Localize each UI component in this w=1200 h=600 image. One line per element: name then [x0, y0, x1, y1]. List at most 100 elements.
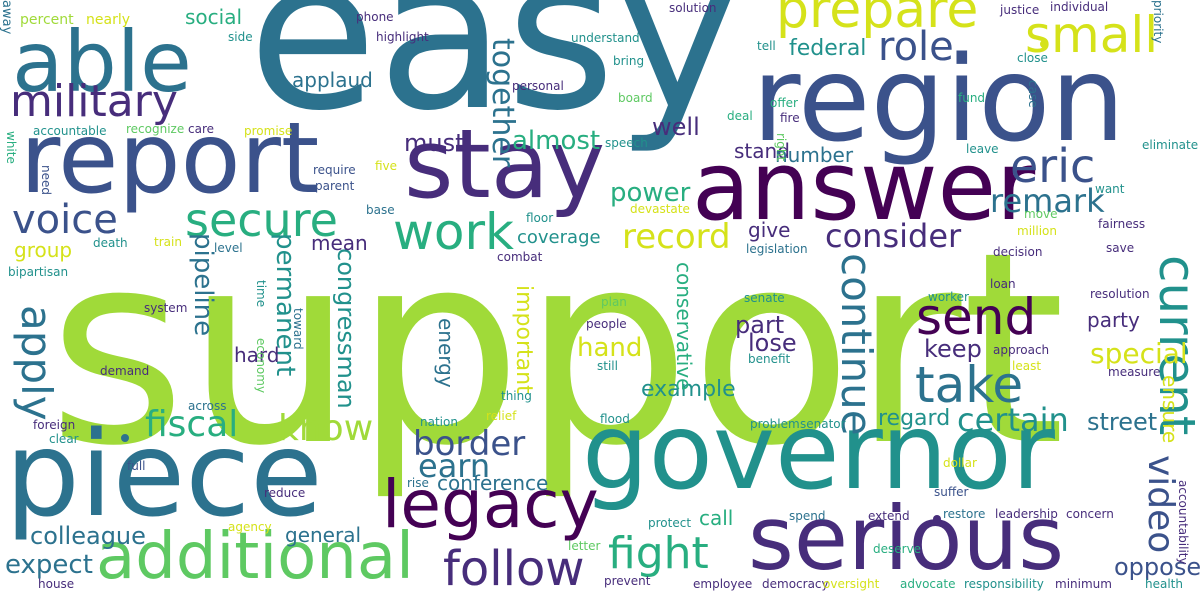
word-minimum: minimum	[1055, 577, 1112, 591]
word-secure: secure	[185, 193, 338, 247]
word-fiscal: fiscal	[145, 404, 239, 445]
word-consider: consider	[825, 217, 962, 255]
word-worker: worker	[928, 290, 969, 304]
word-nearly: nearly	[86, 12, 130, 28]
word-eric: eric	[1010, 139, 1096, 193]
word-piece: piece	[5, 405, 323, 543]
word-pipeline: pipeline	[188, 233, 218, 337]
word-send: send	[916, 288, 1037, 346]
word-speech: speech	[605, 136, 648, 150]
word-need: need	[39, 165, 53, 195]
word-thing: thing	[501, 389, 532, 403]
word-side: side	[228, 30, 253, 44]
word-white: white	[4, 131, 18, 164]
word-floor: floor	[526, 211, 554, 225]
word-senator: senator	[800, 417, 846, 431]
word-bring: bring	[613, 54, 645, 68]
word-want: want	[1095, 182, 1125, 196]
word-nation: nation	[420, 415, 458, 429]
word-together: together	[485, 38, 520, 168]
word-fight: fight	[608, 528, 709, 579]
word-demand: demand	[100, 364, 150, 378]
word-deserve: deserve	[873, 542, 922, 556]
word-full: full	[127, 459, 146, 473]
word-spend: spend	[789, 509, 826, 523]
word-leadership: leadership	[995, 507, 1058, 521]
word-relief: relief	[486, 409, 517, 423]
word-expect: expect	[5, 550, 93, 580]
word-record: record	[622, 217, 731, 257]
word-eliminate: eliminate	[1142, 138, 1199, 152]
word-board: board	[618, 91, 653, 105]
word-special: special	[1090, 337, 1188, 370]
word-million: million	[1017, 224, 1057, 238]
word-train: train	[154, 235, 182, 249]
dot-mark-0	[1040, 40, 1048, 48]
word-move: move	[1024, 207, 1058, 221]
word-recognize: recognize	[126, 122, 185, 136]
word-hand: hand	[577, 333, 643, 363]
word-fire: fire	[780, 111, 800, 125]
word-across: across	[188, 399, 227, 413]
word-certain: certain	[957, 401, 1069, 439]
word-lose: lose	[748, 329, 797, 357]
word-deal: deal	[727, 109, 753, 123]
word-oppose: oppose	[1114, 553, 1200, 581]
word-accountable: accountable	[33, 124, 107, 138]
word-call: call	[699, 506, 734, 530]
word-answer: answer	[692, 132, 1036, 242]
word-almost: almost	[512, 126, 601, 156]
word-party: party	[1087, 308, 1140, 332]
word-take: take	[915, 356, 1024, 414]
word-economy: economy	[254, 338, 268, 394]
word-report: report	[20, 102, 320, 216]
word-dollar: dollar	[943, 456, 977, 470]
word-easy: easy	[248, 0, 740, 157]
word-still: still	[597, 359, 618, 373]
word-serious: serious	[748, 487, 1065, 590]
word-power: power	[610, 178, 691, 208]
word-require: require	[313, 163, 356, 177]
word-stay: stay	[404, 110, 606, 220]
word-percent: percent	[20, 12, 74, 28]
word-clear: clear	[49, 432, 79, 446]
word-oversight: oversight	[823, 577, 880, 591]
word-example: example	[641, 377, 736, 402]
word-federal: federal	[789, 36, 867, 61]
word-bipartisan: bipartisan	[8, 265, 69, 279]
word-parent: parent	[315, 179, 355, 193]
word-remark: remark	[990, 182, 1105, 220]
word-close: close	[1017, 51, 1048, 65]
word-border: border	[413, 424, 526, 464]
word-legislation: legislation	[746, 242, 808, 256]
word-democracy: democracy	[762, 577, 829, 591]
word-approach: approach	[993, 343, 1050, 357]
word-continue: continue	[832, 253, 881, 436]
word-must: must	[404, 129, 465, 157]
word-stand: stand	[734, 139, 790, 163]
word-important: important	[511, 285, 536, 394]
word-part: part	[735, 311, 785, 339]
word-conservative: conservative	[672, 262, 696, 391]
word-small: small	[1025, 6, 1159, 64]
word-energy: energy	[434, 318, 458, 388]
word-group: group	[14, 238, 73, 262]
word-ensure: ensure	[1158, 375, 1182, 444]
word-prevent: prevent	[604, 574, 651, 588]
word-give: give	[748, 218, 791, 242]
word-save: save	[1106, 241, 1135, 255]
word-keep: keep	[924, 335, 982, 363]
word-system: system	[144, 301, 188, 315]
word-restore: restore	[943, 507, 986, 521]
word-right: right	[774, 133, 788, 162]
word-general: general	[285, 523, 362, 547]
word-letter: letter	[568, 539, 601, 553]
word-combat: combat	[497, 250, 543, 264]
word-responsibility: responsibility	[964, 577, 1044, 591]
word-loan: loan	[990, 277, 1016, 291]
word-toward: toward	[291, 308, 305, 350]
word-solution: solution	[669, 1, 717, 15]
word-personal: personal	[512, 79, 564, 93]
word-base: base	[366, 203, 395, 217]
